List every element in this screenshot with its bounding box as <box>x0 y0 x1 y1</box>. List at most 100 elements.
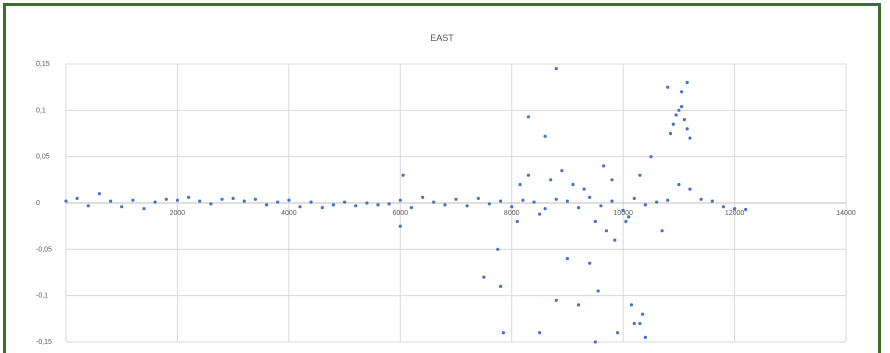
data-point <box>555 198 558 201</box>
data-point <box>109 200 112 203</box>
x-tick-label: 6000 <box>392 210 408 217</box>
data-point <box>209 202 212 205</box>
data-point <box>624 220 627 223</box>
data-point <box>410 206 413 209</box>
data-point <box>677 183 680 186</box>
y-tick-label: 0,15 <box>36 61 50 68</box>
data-point <box>633 322 636 325</box>
chart-frame: EAST 0,15 0,1 0,05 0 -0,05 -0,1 -0,15 2000 4000 6… <box>3 3 881 353</box>
y-tick-label: 0 <box>36 200 40 207</box>
x-tick-label: 12000 <box>725 210 745 217</box>
data-point <box>630 303 633 306</box>
data-point <box>597 289 600 292</box>
data-point <box>680 105 683 108</box>
data-point <box>733 207 736 210</box>
data-point <box>602 164 605 167</box>
data-point <box>700 198 703 201</box>
data-point <box>616 331 619 334</box>
data-point <box>477 197 480 200</box>
data-point <box>566 200 569 203</box>
data-point <box>527 174 530 177</box>
data-point <box>496 248 499 251</box>
data-point <box>187 196 190 199</box>
data-point <box>661 229 664 232</box>
data-point <box>519 183 522 186</box>
data-point <box>627 215 630 218</box>
data-point <box>633 197 636 200</box>
scatter-chart: EAST 0,15 0,1 0,05 0 -0,05 -0,1 -0,15 2000 4000 6… <box>6 6 878 353</box>
data-point <box>677 109 680 112</box>
data-point <box>610 178 613 181</box>
data-point <box>622 209 625 212</box>
data-point <box>76 197 79 200</box>
data-point <box>516 220 519 223</box>
x-tick-label: 8000 <box>504 210 520 217</box>
data-point <box>527 115 530 118</box>
x-tick-label: 2000 <box>170 210 186 217</box>
data-point <box>64 200 67 203</box>
data-point <box>605 229 608 232</box>
data-point <box>638 322 641 325</box>
data-point <box>686 81 689 84</box>
data-point <box>532 201 535 204</box>
data-point <box>488 202 491 205</box>
data-point <box>98 192 101 195</box>
data-point <box>399 199 402 202</box>
data-point <box>310 201 313 204</box>
data-point <box>254 198 257 201</box>
data-point <box>649 155 652 158</box>
data-point <box>588 196 591 199</box>
data-point <box>432 201 435 204</box>
data-point <box>683 118 686 121</box>
data-point <box>711 200 714 203</box>
data-point <box>666 199 669 202</box>
data-point <box>672 123 675 126</box>
data-point <box>510 205 513 208</box>
data-point <box>641 313 644 316</box>
data-point <box>198 200 201 203</box>
data-point <box>599 204 602 207</box>
data-point <box>165 198 168 201</box>
data-point <box>298 205 301 208</box>
data-point <box>365 201 368 204</box>
data-point <box>544 207 547 210</box>
y-tick-label: 0,1 <box>36 107 46 114</box>
data-point <box>120 205 123 208</box>
data-point <box>538 213 541 216</box>
data-point <box>343 201 346 204</box>
data-point <box>644 336 647 339</box>
data-point <box>521 199 524 202</box>
data-point <box>399 225 402 228</box>
data-point <box>466 204 469 207</box>
data-point <box>421 196 424 199</box>
data-point <box>555 67 558 70</box>
y-tick-label: -0,05 <box>36 246 52 253</box>
data-point <box>577 303 580 306</box>
data-point <box>87 204 90 207</box>
data-point <box>666 86 669 89</box>
data-point <box>594 340 597 343</box>
data-point <box>638 174 641 177</box>
y-tick-label: -0,1 <box>36 293 48 300</box>
data-point <box>686 127 689 130</box>
data-point <box>388 202 391 205</box>
data-point <box>402 174 405 177</box>
data-point <box>544 135 547 138</box>
data-point <box>644 203 647 206</box>
data-point <box>376 203 379 206</box>
data-point <box>688 188 691 191</box>
data-point <box>538 331 541 334</box>
y-tick-label: -0,15 <box>36 339 52 346</box>
data-point <box>482 276 485 279</box>
data-point <box>583 188 586 191</box>
data-point <box>655 201 658 204</box>
data-point <box>555 299 558 302</box>
chart-title: EAST <box>430 33 454 43</box>
data-point <box>502 331 505 334</box>
data-point <box>287 199 290 202</box>
data-point <box>220 198 223 201</box>
data-point <box>680 90 683 93</box>
data-point <box>675 113 678 116</box>
data-point <box>669 132 672 135</box>
data-point <box>594 220 597 223</box>
